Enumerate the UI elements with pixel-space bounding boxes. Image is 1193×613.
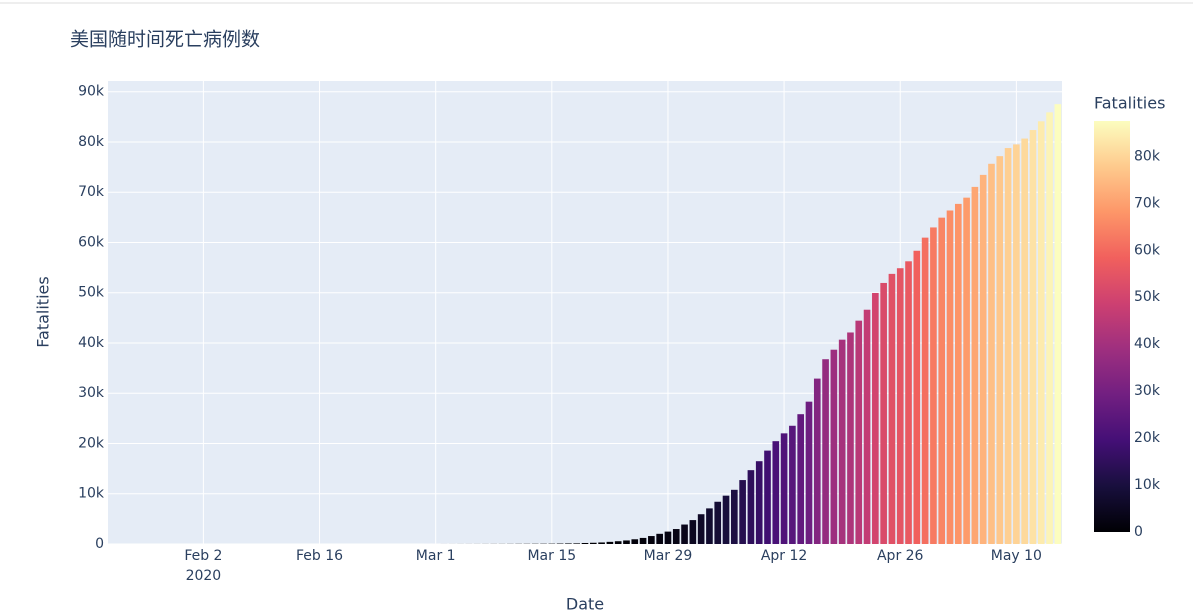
bar — [1054, 104, 1062, 545]
y-axis-title: Fatalities — [34, 276, 53, 347]
bar — [565, 543, 572, 544]
bar — [755, 461, 763, 544]
x-tick-label: Mar 1 — [416, 548, 456, 564]
bar — [722, 495, 730, 544]
bar — [606, 541, 614, 544]
bar — [863, 309, 871, 544]
bar — [872, 292, 879, 544]
y-tick-label: 0 — [95, 536, 104, 552]
bar — [830, 349, 838, 544]
y-tick-label: 80k — [78, 134, 105, 150]
bar — [789, 425, 796, 544]
bar — [855, 320, 863, 544]
bar — [938, 217, 946, 545]
bar — [1021, 138, 1028, 545]
bar — [838, 339, 846, 544]
bar — [573, 543, 581, 544]
bar — [656, 533, 663, 544]
bar — [1029, 130, 1037, 544]
colorbar-title: Fatalities — [1094, 94, 1165, 113]
bar — [971, 186, 979, 544]
bar — [988, 163, 995, 544]
y-tick-label: 10k — [78, 486, 105, 502]
bar — [963, 197, 970, 544]
bar — [623, 540, 630, 544]
bar — [697, 514, 705, 544]
bar — [664, 531, 672, 544]
bar — [589, 542, 597, 544]
bar — [905, 261, 912, 544]
bar — [648, 536, 655, 544]
y-tick-label: 70k — [78, 184, 105, 200]
bar — [930, 227, 937, 545]
bar — [681, 524, 688, 544]
x-axis-title: Date — [566, 595, 604, 613]
y-tick-label: 20k — [78, 435, 105, 451]
bar — [689, 520, 697, 544]
bar — [672, 529, 680, 544]
bar — [1004, 148, 1012, 544]
bar — [896, 268, 904, 544]
bar — [631, 539, 639, 544]
bar — [946, 210, 954, 544]
bar — [822, 359, 829, 544]
x-tick-label: Apr 26 — [877, 548, 924, 564]
x-tick-label: Mar 29 — [644, 548, 693, 564]
bar — [581, 542, 589, 544]
y-tick-label: 50k — [78, 285, 105, 301]
bar — [996, 156, 1004, 544]
bar — [747, 470, 755, 544]
bar — [847, 332, 854, 544]
x-tick-label: Mar 15 — [527, 548, 576, 564]
bar — [714, 501, 722, 544]
colorbar-tick-label: 50k — [1134, 289, 1161, 305]
chart-title: 美国随时间死亡病例数 — [70, 29, 260, 51]
bar — [913, 250, 921, 545]
bar — [979, 174, 987, 544]
colorbar-tick-label: 0 — [1134, 524, 1143, 540]
bar — [706, 508, 713, 544]
bar — [888, 273, 896, 544]
bar — [764, 450, 771, 544]
bar — [921, 237, 929, 545]
bar — [598, 542, 605, 544]
colorbar-tick-label: 40k — [1134, 336, 1161, 352]
bar — [1013, 144, 1020, 544]
bar — [1037, 121, 1045, 544]
colorbar-tick-label: 30k — [1134, 383, 1161, 399]
colorbar-tick-label: 80k — [1134, 148, 1161, 164]
x-tick-label: May 10 — [991, 548, 1042, 564]
x-tick-label: Feb 16 — [296, 548, 343, 564]
bar — [954, 203, 962, 545]
y-tick-label: 40k — [78, 335, 105, 351]
x-tick-label: Feb 2 2020 — [184, 548, 222, 584]
y-tick-label: 30k — [78, 385, 105, 401]
y-tick-label: 90k — [78, 84, 105, 100]
colorbar-tick-label: 60k — [1134, 242, 1161, 258]
bar — [813, 378, 821, 544]
bar — [1046, 112, 1053, 544]
bar — [639, 537, 647, 544]
bar — [780, 433, 788, 544]
bar — [731, 489, 738, 544]
bar — [614, 541, 622, 544]
x-tick-label: Apr 12 — [761, 548, 807, 564]
bar — [880, 282, 887, 544]
bar — [805, 401, 813, 544]
colorbar-tick-label: 70k — [1134, 195, 1161, 211]
y-tick-label: 60k — [78, 234, 105, 250]
colorbar-tick-label: 20k — [1134, 430, 1161, 446]
bar — [739, 480, 746, 544]
colorbar-tick-label: 10k — [1134, 477, 1161, 493]
bar — [772, 441, 780, 544]
bar — [797, 414, 805, 544]
colorbar — [1094, 121, 1130, 532]
